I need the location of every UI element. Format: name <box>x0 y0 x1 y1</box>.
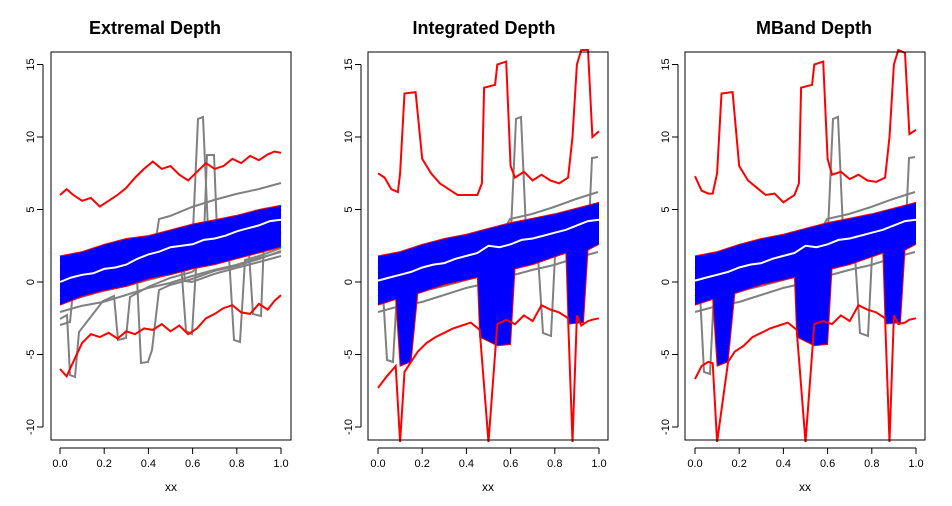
lower-fence-curve <box>377 303 600 443</box>
plot-frame <box>684 51 926 441</box>
y-tick-label: 0 <box>343 279 355 285</box>
y-tick-label: -10 <box>343 419 355 435</box>
upper-fence-curve <box>694 48 917 204</box>
median-curve <box>377 218 600 282</box>
y-tick-label: 10 <box>25 131 37 143</box>
y-tick-label: -5 <box>660 350 672 360</box>
x-tick-label: 0.2 <box>732 458 747 470</box>
x-tick-label: 1.0 <box>908 458 923 470</box>
chart-title: Integrated Depth <box>412 18 555 38</box>
x-axis: 0.0 0.2 0.4 0.6 0.8 1.0 <box>687 447 924 470</box>
central-band <box>695 202 916 367</box>
x-tick-label: 0.6 <box>820 458 835 470</box>
x-tick-label: 0.0 <box>687 458 702 470</box>
x-tick-label: 1.0 <box>273 458 288 470</box>
central-band <box>60 205 281 306</box>
x-tick-label: 0.8 <box>547 458 562 470</box>
y-tick-label: -10 <box>25 419 37 435</box>
median-curve <box>59 218 282 283</box>
y-tick-label: 5 <box>343 206 355 212</box>
lower-fence-curve <box>694 303 917 443</box>
band-upper-edge <box>59 204 282 257</box>
y-tick-label: 0 <box>25 279 37 285</box>
chart-title: MBand Depth <box>756 18 872 38</box>
band-lower-edge <box>377 243 600 367</box>
x-tick-label: 0.6 <box>185 458 200 470</box>
band-upper-edge <box>377 201 600 257</box>
band-lower-edge <box>694 243 917 367</box>
y-tick-label: 15 <box>343 58 355 70</box>
median-curve <box>694 218 917 282</box>
y-tick-label: -5 <box>25 350 37 360</box>
x-tick-label: 0.2 <box>415 458 430 470</box>
x-tick-label: 0.0 <box>370 458 385 470</box>
y-axis: -10 -5 0 5 10 15 <box>660 58 679 435</box>
x-tick-label: 1.0 <box>591 458 606 470</box>
y-tick-label: -5 <box>343 350 355 360</box>
chart-title: Extremal Depth <box>89 18 221 38</box>
x-tick-label: 0.4 <box>141 458 156 470</box>
x-axis: 0.0 0.2 0.4 0.6 0.8 1.0 <box>370 447 607 470</box>
x-tick-label: 0.6 <box>503 458 518 470</box>
y-tick-label: 5 <box>660 206 672 212</box>
y-tick-label: 15 <box>660 58 672 70</box>
plot-frame <box>50 51 292 441</box>
y-axis: -10 -5 0 5 10 15 <box>25 58 44 435</box>
x-tick-label: 0.4 <box>776 458 791 470</box>
y-tick-label: 5 <box>25 206 37 212</box>
y-tick-label: 15 <box>25 58 37 70</box>
panel-mband-depth: MBand Depth 0.0 0.2 0.4 0.6 0.8 1.0 -10 -5 0 5 10… <box>660 18 926 494</box>
y-tick-label: 10 <box>343 131 355 143</box>
band-lower-edge <box>59 246 282 306</box>
y-tick-label: -10 <box>660 419 672 435</box>
panel-extremal-depth: Extremal Depth 0.0 0.2 0.4 0.6 0.8 1.0 -10 -5 0… <box>25 18 292 494</box>
band-upper-edge <box>694 201 917 257</box>
panel-integrated-depth: Integrated Depth 0.0 0.2 0.4 0.6 0.8 1.0 -10-… <box>343 18 609 494</box>
upper-fence-curve <box>59 150 282 208</box>
x-tick-label: 0.2 <box>97 458 112 470</box>
upper-fence-curve <box>377 49 600 196</box>
x-axis-label: xx <box>482 480 494 494</box>
x-axis: 0.0 0.2 0.4 0.6 0.8 1.0 <box>52 447 289 470</box>
central-band <box>378 202 599 367</box>
y-tick-label: 10 <box>660 131 672 143</box>
x-tick-label: 0.8 <box>864 458 879 470</box>
y-axis: -10 -5 0 5 10 15 <box>343 58 362 435</box>
x-axis-label: xx <box>165 480 177 494</box>
x-tick-label: 0.4 <box>459 458 474 470</box>
x-tick-label: 0.8 <box>229 458 244 470</box>
plot-frame <box>367 51 609 441</box>
y-tick-label: 0 <box>660 279 672 285</box>
x-axis-label: xx <box>799 480 811 494</box>
lower-fence-curve <box>59 294 282 379</box>
x-tick-label: 0.0 <box>52 458 67 470</box>
